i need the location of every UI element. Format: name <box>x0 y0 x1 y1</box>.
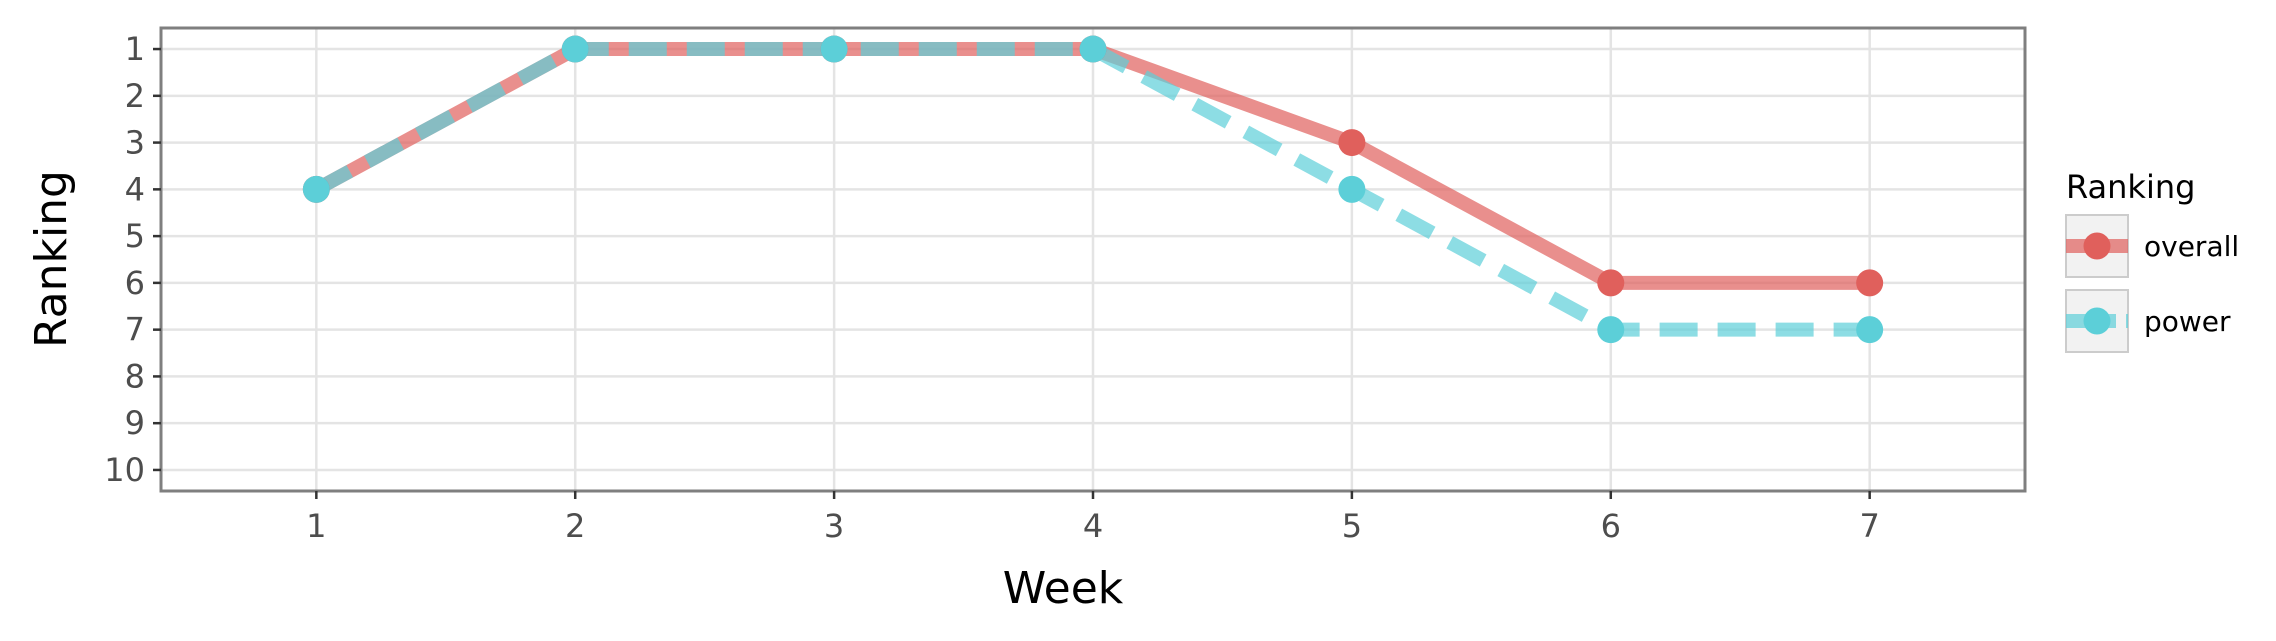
y-tick-label: 2 <box>125 77 145 115</box>
y-tick-label: 9 <box>125 404 145 442</box>
data-point-power <box>1338 175 1366 203</box>
data-point-overall <box>1597 269 1625 297</box>
y-tick-label: 10 <box>104 451 145 489</box>
x-tick-label: 3 <box>824 507 844 545</box>
grid <box>161 28 2025 491</box>
y-tick-label: 4 <box>125 170 145 208</box>
legend: Ranking overall power <box>2065 168 2239 353</box>
x-tick-label: 5 <box>1342 507 1362 545</box>
data-point-power <box>302 175 330 203</box>
data-point-overall <box>1338 129 1366 157</box>
x-axis-title: Week <box>1003 563 1124 614</box>
y-tick-label: 3 <box>125 124 145 162</box>
legend-title: Ranking <box>2066 168 2195 206</box>
data-point-power <box>561 35 589 63</box>
y-tick-label: 1 <box>125 30 145 68</box>
data-point-power <box>1079 35 1107 63</box>
y-tick-label: 7 <box>125 311 145 349</box>
legend-label: power <box>2144 305 2231 338</box>
x-tick-label: 1 <box>306 507 326 545</box>
legend-item-power: power <box>2065 289 2231 353</box>
legend-item-overall: overall <box>2065 214 2239 278</box>
x-tick-label: 2 <box>565 507 585 545</box>
y-axis-title: Ranking <box>26 170 77 348</box>
series-points-power <box>302 35 1884 344</box>
x-axis: 1 2 3 4 5 6 7 <box>306 491 1880 545</box>
data-point-power <box>820 35 848 63</box>
x-tick-label: 7 <box>1859 507 1879 545</box>
legend-label: overall <box>2144 230 2239 263</box>
x-tick-label: 6 <box>1601 507 1621 545</box>
data-point-power <box>1597 316 1625 344</box>
legend-key-point <box>2083 307 2111 335</box>
data-point-power <box>1856 316 1884 344</box>
y-tick-label: 5 <box>125 217 145 255</box>
y-tick-label: 8 <box>125 357 145 395</box>
y-axis: 1 2 3 4 5 6 7 8 9 10 <box>104 30 161 489</box>
series-layer <box>302 35 1884 344</box>
data-point-overall <box>1856 269 1884 297</box>
y-tick-label: 6 <box>125 264 145 302</box>
legend-key-point <box>2083 232 2111 260</box>
x-tick-label: 4 <box>1083 507 1103 545</box>
